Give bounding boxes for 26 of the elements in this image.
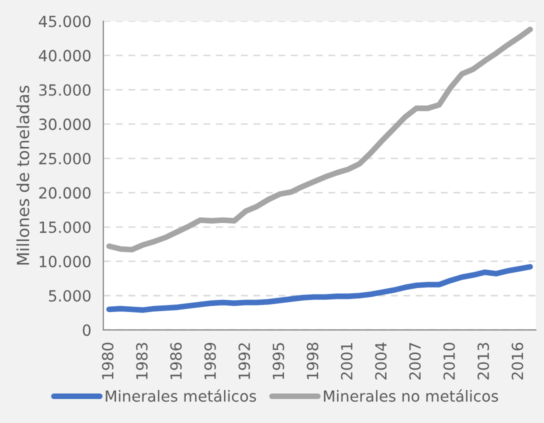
x-tick-label: 2010 [443,342,455,380]
y-tick-label: 40.000 [38,50,91,62]
x-tick-label: 1998 [306,342,318,379]
x-tick-label: 1980 [102,342,114,379]
y-tick-label: 20.000 [39,187,91,199]
y-tick-label: 5.000 [48,290,91,302]
y-axis-title: Millones de toneladas [16,86,30,265]
x-tick-label: 2016 [512,342,524,380]
x-tick-label: 2013 [478,342,490,380]
x-tick-label: 2001 [340,343,352,380]
x-tick-label: 1995 [272,343,284,379]
y-tick-label: 30.000 [39,118,91,130]
y-tick-label: 45.000 [38,16,91,28]
y-tick-label: 25.000 [39,152,91,164]
y-tick-label: 15.000 [40,221,91,234]
legend-label: Minerales metálicos [106,389,256,402]
x-tick-label: 1983 [136,342,148,379]
x-tick-label: 2007 [409,343,421,380]
y-tick-label: 35.000 [39,84,91,96]
x-tick-label: 2004 [375,342,387,380]
x-tick-label: 1992 [238,343,250,379]
y-tick-label: 0 [82,324,91,336]
x-tick-label: 1989 [204,342,216,379]
legend-label: Minerales no metálicos [324,389,498,402]
y-tick-label: 10.000 [40,256,91,268]
x-tick-label: 1986 [170,342,182,379]
